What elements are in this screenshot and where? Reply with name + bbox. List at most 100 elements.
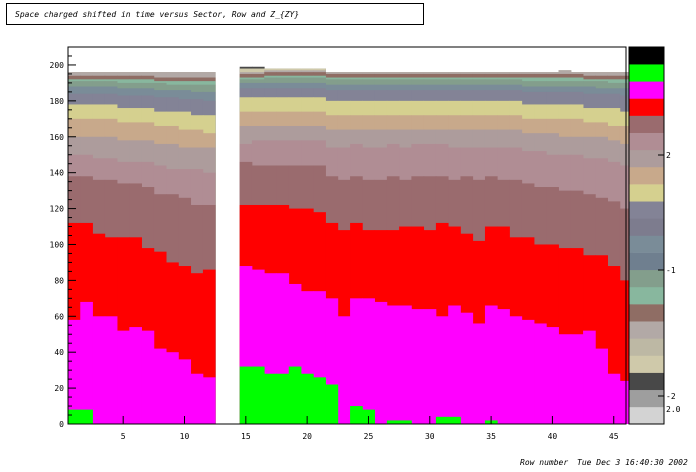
colorbar: 2 -1 -2 2.0	[628, 46, 681, 425]
bar	[558, 334, 572, 424]
bar	[264, 373, 277, 424]
colorbar-swatch	[629, 252, 664, 271]
colorbar-swatch	[629, 406, 664, 425]
bar	[104, 316, 118, 424]
colorbar-swatch	[629, 132, 664, 151]
y-tick-label: 100	[50, 240, 65, 249]
bar	[374, 301, 388, 424]
bar	[80, 409, 93, 424]
colorbar-label: 2.0	[666, 405, 681, 414]
bar	[68, 409, 81, 424]
bar	[386, 420, 400, 424]
bar	[435, 416, 449, 424]
colorbar-swatch	[629, 321, 664, 339]
bar	[534, 323, 547, 424]
colorbar-swatch	[629, 98, 664, 116]
bar	[251, 366, 265, 424]
axes: 5 10 15 20 25 30 35 40 45 20 40 60 80 100 120 140 160 180…	[50, 46, 619, 441]
timestamp-label: Tue Dec 3 16:40:30 2002	[577, 458, 688, 467]
colorbar-swatch	[629, 304, 664, 322]
colorbar-swatch	[629, 286, 664, 305]
plot-bars	[68, 66, 633, 425]
bar	[325, 384, 339, 424]
colorbar-swatch	[629, 81, 664, 99]
bar	[301, 373, 314, 424]
y-tick-label: 60	[54, 312, 64, 321]
colorbar-swatch	[629, 218, 664, 236]
bar	[68, 319, 81, 424]
x-axis-label: Row number	[520, 458, 568, 467]
y-tick-label: 180	[50, 97, 65, 106]
y-tick-label: 20	[54, 384, 64, 393]
colorbar-swatch	[629, 184, 664, 202]
y-tick-label: 80	[54, 276, 64, 285]
bar	[362, 298, 375, 424]
bar	[117, 330, 130, 424]
bar	[313, 377, 326, 424]
bar	[141, 330, 155, 424]
bar	[350, 298, 363, 424]
y-tick-label: 140	[50, 169, 65, 178]
bar	[153, 348, 167, 424]
colorbar-swatch	[629, 115, 664, 133]
bar	[239, 366, 253, 424]
y-tick-label: 40	[54, 348, 64, 357]
colorbar-swatch	[629, 47, 664, 65]
bar	[595, 348, 608, 424]
y-tick-label: 0	[59, 420, 64, 429]
bar	[411, 309, 425, 424]
colorbar-label: -1	[666, 266, 676, 275]
x-tick-label: 40	[548, 432, 558, 441]
x-tick-label: 30	[425, 432, 435, 441]
bar	[472, 323, 486, 424]
bar	[583, 330, 596, 424]
colorbar-label: 2	[666, 151, 671, 160]
bar	[92, 316, 106, 424]
colorbar-swatch	[629, 149, 664, 168]
x-tick-label: 35	[486, 432, 496, 441]
colorbar-swatch	[629, 389, 664, 408]
x-tick-label: 15	[241, 432, 251, 441]
bar	[80, 301, 93, 424]
title-box: Space charged shifted in time versus Sec…	[6, 3, 424, 25]
bar	[190, 373, 204, 424]
chart-title: Space charged shifted in time versus Sec…	[15, 10, 300, 19]
bar	[178, 359, 192, 424]
colorbar-swatch	[629, 235, 664, 253]
bar	[484, 305, 498, 424]
bar	[399, 420, 412, 424]
bar	[350, 406, 363, 424]
y-tick-label: 120	[50, 205, 65, 214]
y-tick-label: 200	[50, 61, 65, 70]
x-tick-label: 45	[609, 432, 619, 441]
bar	[435, 316, 449, 424]
colorbar-swatch	[629, 355, 664, 373]
bar	[521, 319, 535, 424]
colorbar-frame	[628, 46, 665, 425]
colorbar-swatch	[629, 201, 664, 219]
bar	[276, 373, 290, 424]
colorbar-swatch	[629, 166, 664, 185]
bar	[546, 327, 559, 424]
x-tick-label: 25	[364, 432, 374, 441]
colorbar-swatch	[629, 372, 664, 391]
bar	[448, 305, 461, 424]
bar	[288, 366, 302, 424]
x-tick-label: 10	[180, 432, 190, 441]
y-tick-label: 160	[50, 133, 65, 142]
bar	[337, 316, 351, 424]
bar	[386, 305, 400, 424]
bar	[509, 316, 523, 424]
colorbar-swatch	[629, 64, 664, 82]
bar	[166, 352, 179, 424]
x-tick-label: 20	[302, 432, 312, 441]
colorbar-label: -2	[666, 392, 676, 401]
bar	[460, 312, 474, 424]
bar	[607, 373, 621, 424]
bar	[202, 377, 216, 424]
colorbar-swatch	[629, 338, 664, 356]
bar	[423, 309, 437, 424]
bar	[129, 327, 142, 424]
bar	[497, 309, 510, 424]
